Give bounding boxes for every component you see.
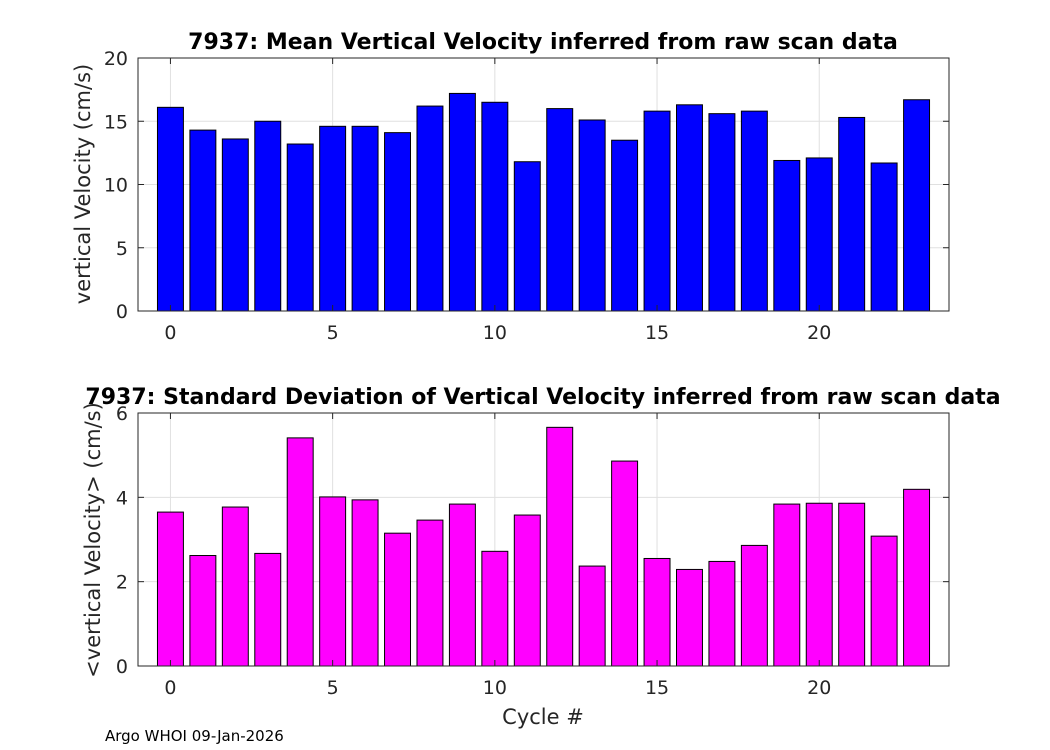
x-axis-label: Cycle #: [502, 705, 584, 729]
bar: [740, 110, 768, 312]
bar: [643, 110, 671, 312]
x-tick-label: 0: [164, 677, 176, 699]
bar: [319, 496, 347, 667]
std-velocity-chart: 0 5 10 15 20 0 2 4 6 7937: Standard Deviation o…: [81, 385, 1001, 729]
bar: [676, 104, 703, 312]
bar: [708, 113, 736, 312]
bar: [578, 565, 606, 667]
bar: [578, 119, 606, 312]
bar: [676, 568, 703, 667]
y-tick-label: 2: [116, 572, 128, 594]
bar: [611, 460, 639, 667]
bar: [384, 532, 411, 667]
bar: [319, 125, 347, 312]
bar: [189, 555, 217, 667]
bar: [546, 426, 574, 667]
bar: [254, 120, 282, 312]
bar: [481, 550, 509, 667]
bar: [805, 157, 833, 312]
bar: [773, 159, 801, 312]
bar: [708, 560, 736, 667]
bar: [903, 99, 931, 312]
axes-frame: [137, 412, 950, 667]
x-tick-label: 10: [483, 677, 507, 699]
x-tick-label: 15: [645, 677, 669, 699]
bar: [254, 552, 282, 667]
bar: [546, 108, 574, 312]
bar: [416, 105, 444, 312]
x-tick-label: 5: [327, 322, 339, 344]
y-axis-label: vertical Velocity (cm/s): [71, 64, 95, 304]
bar: [481, 101, 509, 312]
bar: [384, 132, 411, 312]
bar: [870, 162, 898, 312]
bar: [351, 125, 379, 312]
bar: [773, 503, 801, 667]
x-tick-label: 0: [164, 322, 176, 344]
bar: [156, 106, 184, 312]
x-tick-label: 20: [807, 677, 831, 699]
x-tick-label: 5: [327, 677, 339, 699]
y-tick-label: 0: [116, 656, 128, 678]
y-axis-label: <vertical Velocity> (cm/s): [81, 402, 105, 678]
bar: [611, 139, 639, 312]
bar: [838, 502, 866, 667]
y-tick-label: 15: [104, 111, 128, 133]
y-tick-label: 20: [104, 48, 128, 70]
bar: [448, 503, 476, 667]
bar: [221, 138, 249, 312]
bar: [189, 129, 217, 312]
bar: [416, 519, 444, 667]
bar: [643, 557, 671, 667]
bar: [448, 92, 476, 312]
bar: [286, 143, 314, 312]
bar: [740, 544, 768, 667]
y-tick-label: 4: [116, 487, 128, 509]
bar: [838, 116, 866, 312]
y-tick-label: 0: [116, 301, 128, 323]
x-tick-label: 10: [483, 322, 507, 344]
bar: [156, 511, 184, 667]
y-tick-label: 10: [104, 175, 128, 197]
bar: [903, 488, 931, 667]
bar: [221, 506, 249, 667]
mean-velocity-chart: 0 5 10 15 20 0 5 10 15 20 7937: Mean Vertical Ve…: [71, 30, 950, 344]
bar: [513, 514, 541, 667]
x-tick-label: 15: [645, 322, 669, 344]
bar: [286, 437, 314, 667]
y-tick-label: 6: [116, 403, 128, 425]
chart-title: 7937: Mean Vertical Velocity inferred fr…: [188, 30, 898, 55]
chart-title: 7937: Standard Deviation of Vertical Vel…: [85, 385, 1000, 410]
y-tick-label: 5: [116, 238, 128, 260]
bar: [805, 502, 833, 667]
x-tick-label: 20: [807, 322, 831, 344]
bar: [513, 161, 541, 312]
footer-credit: Argo WHOI 09-Jan-2026: [105, 727, 284, 745]
bar: [351, 499, 379, 667]
bar: [870, 535, 898, 667]
